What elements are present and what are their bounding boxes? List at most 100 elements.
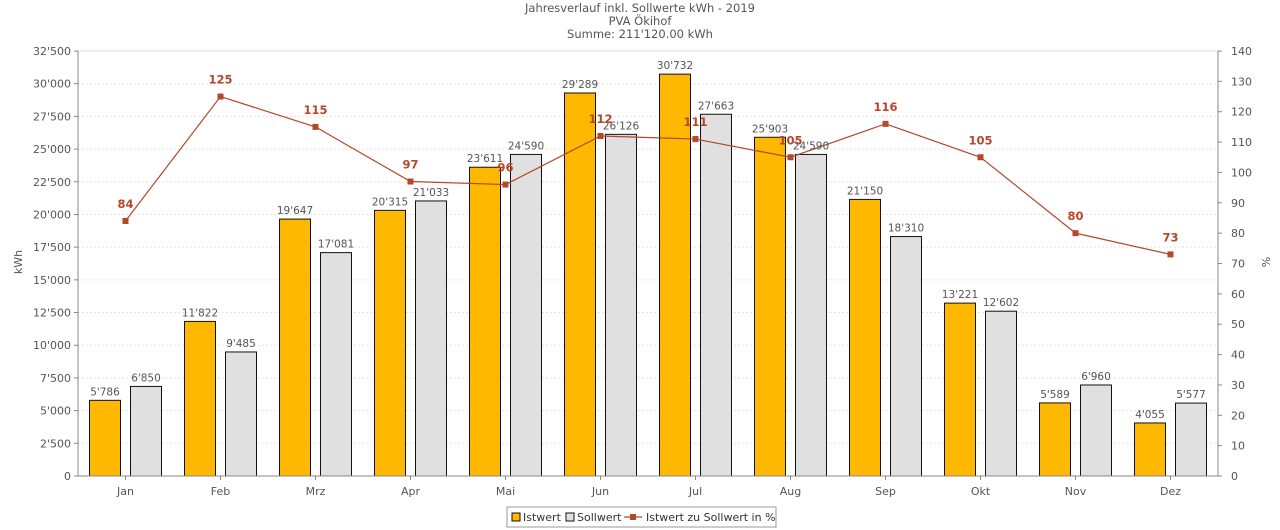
bar-istwert-okt [944,302,976,477]
label-percent-jun: 112 [588,112,612,126]
y2-tick-label: 100 [1231,166,1252,179]
bar-sollwert-nov [1080,384,1112,477]
bar-istwert-apr [374,209,406,477]
label-percent-okt: 105 [968,133,992,147]
label-sollwert-feb: 9'485 [226,338,256,350]
label-istwert-jan: 5'786 [90,386,120,398]
y-tick-label: 30'000 [33,78,71,91]
label-percent-mai: 96 [497,161,513,175]
label-sollwert-aug: 24'590 [793,140,829,152]
point-percent-apr [407,178,414,185]
label-percent-jul: 111 [683,115,707,129]
y-tick-label: 17'500 [33,241,71,254]
line-percent [125,95,1171,255]
point-percent-mai [502,181,509,188]
label-percent-apr: 97 [402,158,418,172]
y2-tick-label: 70 [1231,258,1245,271]
label-percent-jan: 84 [117,197,133,211]
label-istwert-sep: 21'150 [847,185,883,197]
y-tick-label: 2'500 [40,437,71,450]
label-sollwert-okt: 12'602 [983,297,1019,309]
bar-sollwert-sep [890,236,922,477]
label-sollwert-mrz: 17'081 [318,239,354,251]
bar-sollwert-mrz [320,252,352,477]
point-percent-jun [597,133,604,139]
label-sollwert-nov: 6'960 [1081,371,1111,383]
x-tick-label: Dez [1160,485,1181,498]
y2-tick-label: 10 [1231,440,1245,453]
y2-tick-label: 140 [1231,45,1252,58]
x-tick-label: Mai [496,485,515,498]
bar-series [89,73,1207,477]
line-series [122,93,1174,258]
point-percent-nov [1072,230,1079,237]
y2-tick-label: 50 [1231,318,1245,331]
legend-label-percent: Istwert zu Sollwert in % [646,511,776,524]
bar-istwert-nov [1039,402,1071,477]
label-istwert-jun: 29'289 [562,79,598,91]
y2-tick-label: 60 [1231,288,1245,301]
x-tick-label: Nov [1065,485,1087,498]
label-percent-mrz: 115 [303,103,327,117]
y-tick-label: 0 [64,470,71,483]
bar-istwert-mai [469,166,501,477]
label-sollwert-mai: 24'590 [508,140,544,152]
y2-tick-label: 80 [1231,227,1245,240]
chart-title: Jahresverlauf inkl. Sollwerte kWh - 2019 [524,1,755,15]
bar-sollwert-jul [700,113,732,477]
bar-istwert-jun [564,92,596,477]
y-tick-label: 32'500 [33,45,71,58]
y-tick-label: 22'500 [33,176,71,189]
label-percent-feb: 125 [208,73,232,87]
chart-subtitle: PVA Ökihof [609,12,673,28]
y2-tick-label: 130 [1231,75,1252,88]
point-percent-okt [977,154,984,161]
label-sollwert-jun: 26'126 [603,120,640,132]
label-sollwert-jan: 6'850 [131,372,161,384]
x-tick-label: Sep [875,485,896,498]
point-percent-jan [122,218,129,224]
bar-istwert-sep [849,198,881,477]
label-percent-nov: 80 [1067,209,1083,223]
y-tick-label: 25'000 [33,143,71,156]
y-tick-label: 12'500 [33,307,71,320]
y-tick-label: 5'000 [40,405,71,418]
x-tick-label: Jul [688,485,702,498]
y2-tick-label: 20 [1231,409,1245,422]
label-istwert-jul: 30'732 [657,60,693,72]
y2-tick-label: 120 [1231,106,1252,119]
bar-istwert-feb [184,320,216,477]
y-tick-label: 7'500 [40,372,71,385]
y-tick-label: 27'500 [33,110,71,123]
legend-label-sollwert: Sollwert [577,511,622,524]
gridlines [77,50,1219,477]
bar-sollwert-mai [510,153,542,477]
label-istwert-dez: 4'055 [1135,409,1165,421]
bar-sollwert-aug [795,153,827,477]
label-istwert-mrz: 19'647 [277,205,313,217]
bar-sollwert-jan [130,385,162,477]
label-sollwert-jul: 27'663 [698,100,734,112]
label-istwert-feb: 11'822 [182,307,218,319]
bar-istwert-jan [89,399,121,477]
bar-istwert-aug [754,136,786,477]
point-percent-aug [787,154,794,161]
bar-istwert-mrz [279,218,311,477]
chart-summary: Summe: 211'120.00 kWh [567,27,713,41]
legend-label-istwert: Istwert [523,511,562,524]
legend-swatch-istwert [511,512,521,522]
label-percent-aug: 105 [778,133,802,147]
y2-tick-label: 40 [1231,349,1245,362]
legend-swatch-sollwert [565,512,575,522]
point-percent-feb [217,93,224,100]
y2-tick-label: 110 [1231,136,1252,149]
y-axis-label: kWh [12,250,25,274]
x-tick-label: Apr [401,485,421,498]
y-tick-label: 20'000 [33,208,71,221]
legend-marker-percent [630,514,636,520]
bar-sollwert-apr [415,200,447,477]
axes: 0 2'500 5'000 7'500 10'000 12'500 15'000 17'500… [33,45,1252,498]
bar-istwert-jul [659,73,691,477]
x-tick-label: Aug [780,485,801,498]
